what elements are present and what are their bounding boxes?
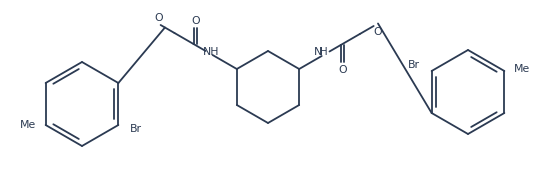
Text: Br: Br [130, 124, 142, 134]
Text: Br: Br [408, 60, 419, 70]
Text: O: O [374, 27, 382, 37]
Text: Me: Me [515, 64, 531, 74]
Text: H: H [320, 47, 328, 57]
Text: O: O [191, 16, 200, 26]
Text: NH: NH [203, 47, 220, 57]
Text: Me: Me [20, 120, 36, 130]
Text: O: O [155, 13, 163, 23]
Text: O: O [338, 65, 347, 75]
Text: N: N [314, 47, 322, 57]
